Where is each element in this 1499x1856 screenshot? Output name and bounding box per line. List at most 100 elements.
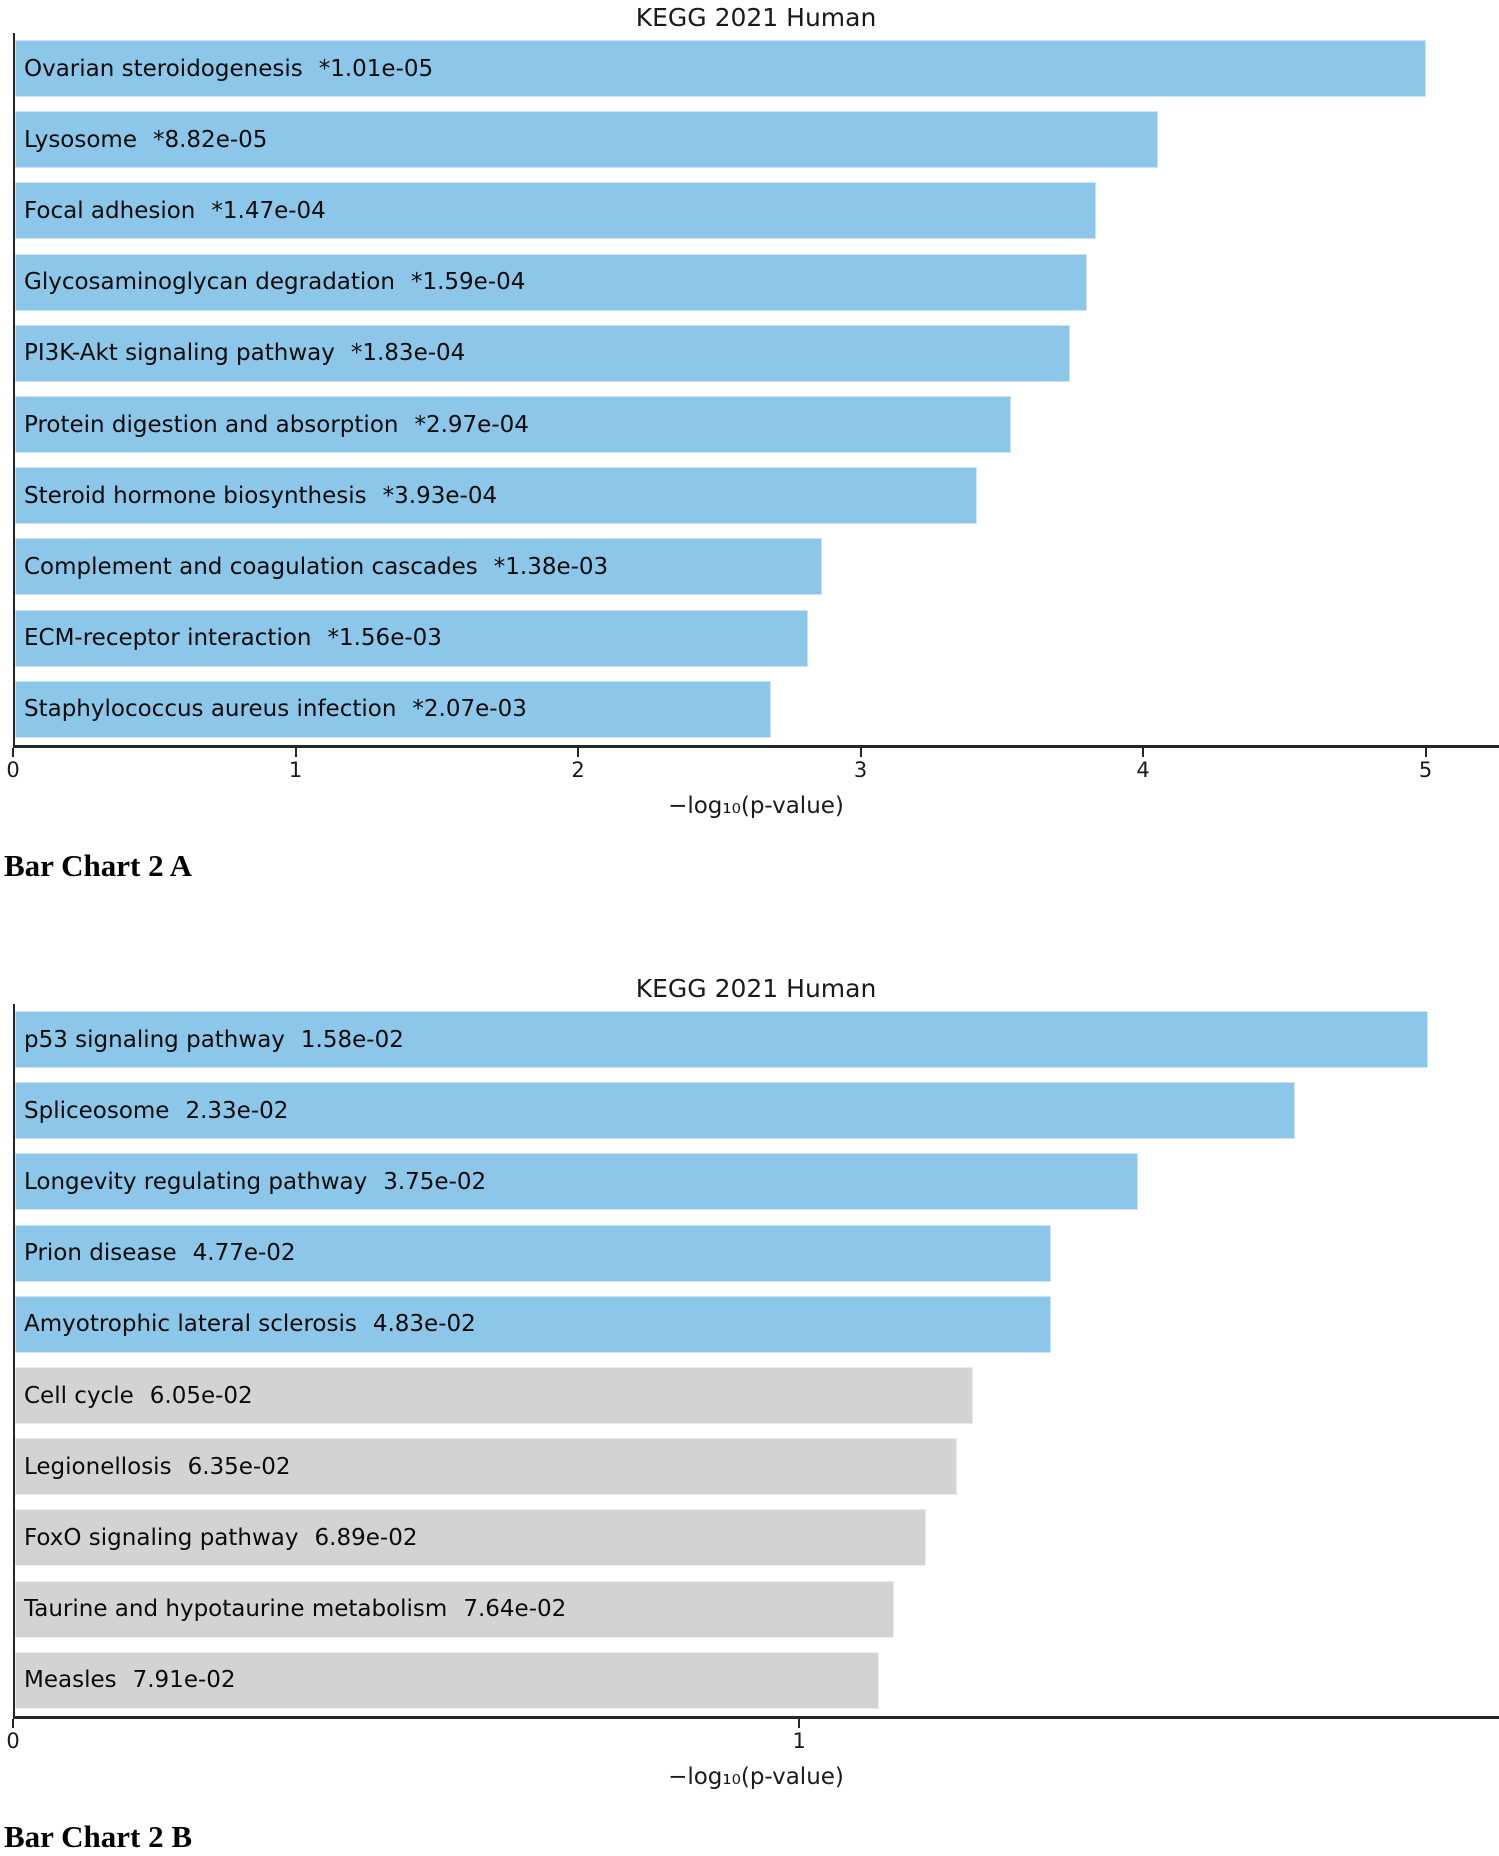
chart-b-title: KEGG 2021 Human [635,974,877,1003]
bar-row: Steroid hormone biosynthesis *3.93e-04 [15,460,1499,531]
bar-category-label: Amyotrophic lateral sclerosis [24,1311,357,1338]
bar-row: Prion disease 4.77e-02 [15,1218,1499,1289]
bar-row: Amyotrophic lateral sclerosis 4.83e-02 [15,1289,1499,1360]
tick-mark [1424,748,1427,757]
bar-pvalue-label: 4.83e-02 [372,1311,476,1338]
bar-row: Legionellosis 6.35e-02 [15,1431,1499,1502]
bar-pvalue-label: *1.01e-05 [318,55,434,82]
bar: Staphylococcus aureus infection *2.07e-03 [15,680,772,738]
bar: Glycosaminoglycan degradation *1.59e-04 [15,253,1088,311]
bar: p53 signaling pathway 1.58e-02 [15,1011,1429,1069]
bar: Complement and coagulation cascades *1.38… [15,538,822,596]
chart-a-x-axis: 0 1 2 3 4 5 [6,748,1499,788]
bar-category-label: Protein digestion and absorption [24,411,399,438]
bar-category-label: Glycosaminoglycan degradation [24,269,395,296]
bar-category-label: PI3K-Akt signaling pathway [24,340,335,367]
bar-row: Glycosaminoglycan degradation *1.59e-04 [15,247,1499,318]
bar-category-label: Taurine and hypotaurine metabolism [24,1596,448,1623]
bar: FoxO signaling pathway 6.89e-02 [15,1509,926,1567]
tick-mark [294,748,297,757]
bar: Lysosome *8.82e-05 [15,111,1158,169]
chart-a-section: KEGG 2021 Human Ovarian steroidogenesis *… [0,0,1499,885]
bar: Measles 7.91e-02 [15,1651,879,1709]
bar-category-label: Spliceosome [24,1097,170,1124]
bar-category-label: Staphylococcus aureus infection [24,696,397,723]
bar-row: Lysosome *8.82e-05 [15,104,1499,175]
tick-label: 5 [1418,758,1433,782]
bar-category-label: Cell cycle [24,1382,134,1409]
bar-row: Staphylococcus aureus infection *2.07e-03 [15,674,1499,745]
bar: Prion disease 4.77e-02 [15,1224,1052,1282]
bar: ECM-receptor interaction *1.56e-03 [15,609,808,667]
bar-pvalue-label: 7.64e-02 [463,1596,567,1623]
bar-row: Taurine and hypotaurine metabolism 7.64e-… [15,1574,1499,1645]
bar-pvalue-label: *2.07e-03 [412,696,527,723]
bar-pvalue-label: 6.05e-02 [149,1382,253,1409]
bar-category-label: Ovarian steroidogenesis [24,55,303,82]
bar-category-label: Steroid hormone biosynthesis [24,482,367,509]
chart-b-caption: Bar Chart 2 B [4,1819,193,1854]
bar-pvalue-label: 6.89e-02 [314,1524,418,1551]
bar: Taurine and hypotaurine metabolism 7.64e-… [15,1580,895,1638]
chart-b-area: KEGG 2021 Human p53 signaling pathway 1.5… [6,973,1499,1793]
bar: Protein digestion and absorption *2.97e-0… [15,396,1011,454]
bar: Ovarian steroidogenesis *1.01e-05 [15,40,1426,98]
tick-label: 4 [1136,758,1150,782]
bar-category-label: ECM-receptor interaction [24,625,312,652]
tick-mark [12,1719,14,1728]
bar: Cell cycle 6.05e-02 [15,1367,973,1425]
chart-a-title: KEGG 2021 Human [635,3,877,32]
bar-row: Protein digestion and absorption *2.97e-0… [15,389,1499,460]
bar-category-label: FoxO signaling pathway [24,1524,299,1551]
bar-row: Measles 7.91e-02 [15,1645,1499,1716]
tick-label: 2 [571,758,585,782]
bar-row: Complement and coagulation cascades *1.38… [15,531,1499,602]
tick-mark [12,748,14,757]
bar-category-label: Longevity regulating pathway [24,1168,368,1195]
bar-pvalue-label: 4.77e-02 [192,1240,296,1267]
chart-b-x-axis-label: −log₁₀(p-value) [668,1764,844,1790]
bar-row: Focal adhesion *1.47e-04 [15,175,1499,246]
tick-mark [577,748,580,757]
bar-row: Longevity regulating pathway 3.75e-02 [15,1146,1499,1217]
tick-label: 0 [6,1729,20,1753]
bar-row: Cell cycle 6.05e-02 [15,1360,1499,1431]
bar-pvalue-label: *1.59e-04 [410,269,526,296]
bar-pvalue-label: 6.35e-02 [187,1453,291,1480]
bar: Longevity regulating pathway 3.75e-02 [15,1153,1138,1211]
bar-pvalue-label: *1.56e-03 [327,625,442,652]
bar: Steroid hormone biosynthesis *3.93e-04 [15,467,978,525]
chart-b-section: KEGG 2021 Human p53 signaling pathway 1.5… [0,973,1499,1856]
bar: Spliceosome 2.33e-02 [15,1082,1295,1140]
bar-category-label: Lysosome [24,126,137,153]
bar-pvalue-label: *1.38e-03 [493,553,609,580]
bar-pvalue-label: *1.47e-04 [211,197,326,224]
bar: Legionellosis 6.35e-02 [15,1438,958,1496]
bar-pvalue-label: 7.91e-02 [132,1667,236,1694]
tick-label: 1 [288,758,303,782]
bar: Focal adhesion *1.47e-04 [15,182,1096,240]
bar-pvalue-label: 2.33e-02 [185,1097,289,1124]
bar-category-label: Measles [24,1667,117,1694]
bar-row: p53 signaling pathway 1.58e-02 [15,1004,1499,1075]
bar-row: FoxO signaling pathway 6.89e-02 [15,1502,1499,1573]
bar-row: PI3K-Akt signaling pathway *1.83e-04 [15,318,1499,389]
chart-a-x-axis-label: −log₁₀(p-value) [668,793,844,819]
chart-a-caption: Bar Chart 2 A [4,848,193,883]
bar-pvalue-label: *8.82e-05 [152,126,268,153]
bar: PI3K-Akt signaling pathway *1.83e-04 [15,324,1071,382]
bar-category-label: Legionellosis [24,1453,172,1480]
bar-pvalue-label: 3.75e-02 [383,1168,487,1195]
bar-category-label: p53 signaling pathway [24,1026,285,1053]
bar-pvalue-label: *3.93e-04 [382,482,498,509]
tick-label: 3 [853,758,868,782]
bar-pvalue-label: *2.97e-04 [414,411,529,438]
bar-pvalue-label: *1.83e-04 [350,340,466,367]
tick-mark [859,748,862,757]
chart-a-area: KEGG 2021 Human Ovarian steroidogenesis *… [6,2,1499,822]
bar-pvalue-label: 1.58e-02 [300,1026,404,1053]
tick-label: 1 [792,1729,806,1753]
bar-category-label: Complement and coagulation cascades [24,553,478,580]
